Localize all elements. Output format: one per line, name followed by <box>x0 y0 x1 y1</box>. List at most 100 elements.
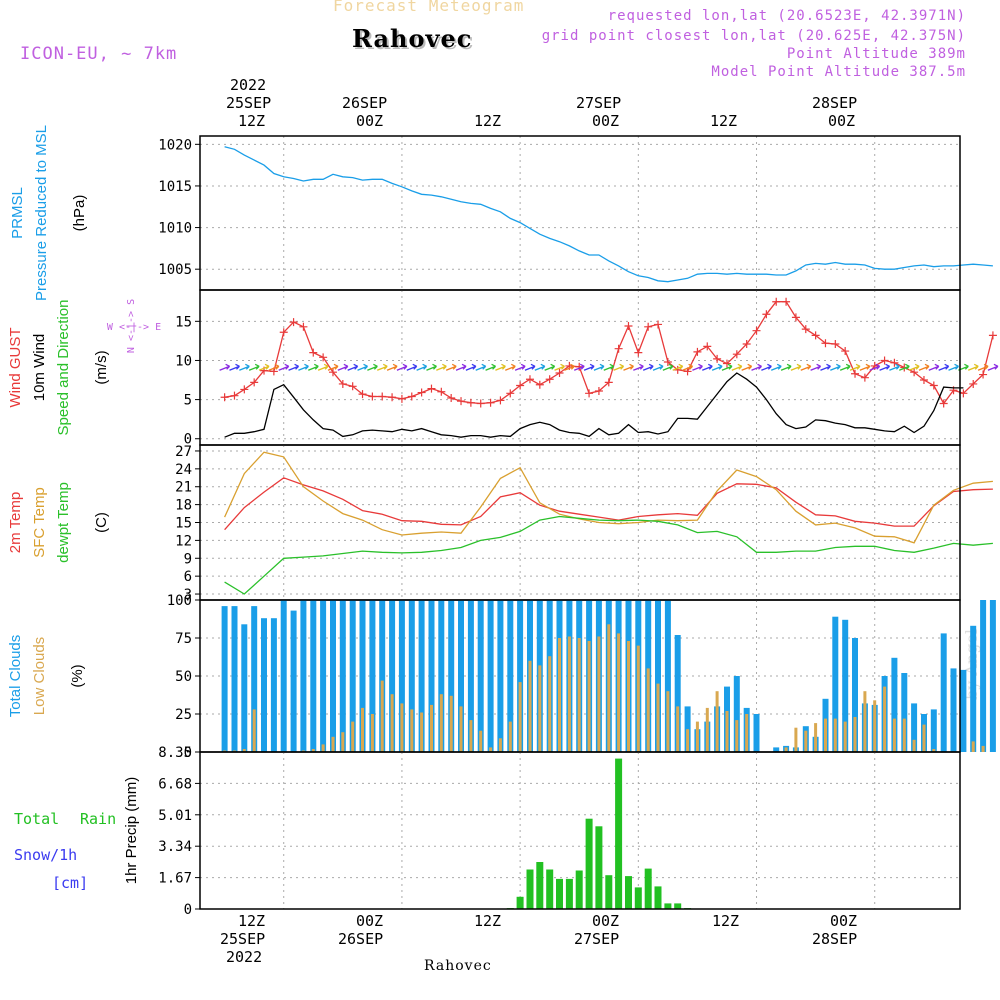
data-bar <box>389 600 396 752</box>
top-label-hour: 00Z <box>356 112 384 130</box>
data-bar <box>489 747 493 752</box>
wind-arrow <box>219 363 231 371</box>
gust-marker <box>516 381 525 390</box>
wind-arrow <box>761 363 772 371</box>
axis-label: (hPa) <box>71 195 88 232</box>
data-bar <box>883 686 887 752</box>
gust-marker <box>654 320 663 329</box>
wind-arrow <box>879 363 891 371</box>
series-line <box>224 451 993 544</box>
data-bar <box>852 638 858 752</box>
wind-arrow <box>633 363 644 371</box>
wind-arrow <box>495 363 506 371</box>
wind-arrow <box>376 363 388 371</box>
data-bar <box>607 624 611 752</box>
axis-label: [cm] <box>52 874 88 892</box>
gust-marker <box>634 348 643 357</box>
y-tick-label: 21 <box>175 480 192 496</box>
data-bar <box>575 870 583 909</box>
wind-arrow <box>258 363 270 371</box>
gust-marker <box>782 297 791 306</box>
data-bar <box>507 600 514 752</box>
bottom-label-hour: 12Z <box>238 912 266 930</box>
series-line <box>224 372 964 438</box>
bottom-label-hour: 12Z <box>474 912 502 930</box>
wind-arrow <box>682 363 694 371</box>
data-bar <box>912 739 916 752</box>
data-bar <box>439 694 443 752</box>
wind-arrow <box>899 363 910 371</box>
y-tick-label: 10 <box>175 353 192 369</box>
data-bar <box>666 691 670 752</box>
axis-label: Low Clouds <box>31 637 48 715</box>
gust-marker <box>358 390 367 399</box>
gust-marker <box>663 358 672 367</box>
wind-arrow <box>406 363 418 371</box>
data-bar <box>686 729 690 752</box>
wind-arrow <box>554 363 565 371</box>
bottom-label-year: 2022 <box>226 948 263 966</box>
wind-arrow <box>751 363 762 371</box>
data-bar <box>370 714 374 752</box>
data-bar <box>497 600 504 752</box>
wind-arrow <box>967 363 979 371</box>
gust-marker <box>437 387 446 396</box>
axis-label: Total Clouds <box>7 635 24 718</box>
wind-arrow <box>741 363 753 371</box>
y-tick-label: 5.01 <box>158 808 192 824</box>
wind-arrow <box>859 363 871 371</box>
gust-marker <box>279 328 288 337</box>
data-bar <box>901 673 908 752</box>
data-bar <box>359 600 366 752</box>
data-bar <box>242 749 246 752</box>
wind-arrow <box>820 363 831 371</box>
data-bar <box>625 876 632 909</box>
data-bar <box>548 656 552 752</box>
data-bar <box>784 747 788 752</box>
wind-arrow <box>268 363 280 371</box>
y-tick-label: 15 <box>175 516 192 532</box>
bottom-label-hour: 00Z <box>356 912 384 930</box>
data-bar <box>664 903 672 909</box>
gust-marker <box>378 392 387 401</box>
wind-arrow <box>918 363 930 371</box>
requested-coords: requested lon,lat (20.6523E, 42.3971N) <box>607 8 966 24</box>
wind-arrow <box>702 363 713 371</box>
gust-marker <box>772 297 781 306</box>
data-bar <box>833 718 837 752</box>
data-bar <box>516 896 524 909</box>
data-bar <box>674 903 682 909</box>
gust-marker <box>693 347 702 356</box>
gust-marker <box>841 347 850 356</box>
data-bar <box>902 718 906 752</box>
wind-arrow <box>889 363 900 371</box>
gust-marker <box>545 375 554 384</box>
gust-marker <box>309 348 318 357</box>
gust-marker <box>417 388 426 397</box>
wind-arrow <box>780 363 792 371</box>
bottom-label-date: 25SEP <box>220 930 266 948</box>
data-bar <box>320 600 327 752</box>
gust-marker <box>338 379 347 388</box>
data-bar <box>853 717 857 752</box>
top-label-hour: 12Z <box>238 112 266 130</box>
gust-marker <box>594 386 603 395</box>
data-bar <box>695 721 699 752</box>
wind-arrow <box>357 363 368 371</box>
data-bar <box>636 645 640 752</box>
y-tick-label: 0 <box>184 902 192 918</box>
data-bar <box>241 624 248 752</box>
y-tick-label: 50 <box>175 669 192 685</box>
data-bar <box>843 721 847 752</box>
top-label-date: 28SEP <box>812 94 858 112</box>
data-bar <box>538 665 542 752</box>
series-line <box>224 301 994 405</box>
data-bar <box>615 758 623 909</box>
data-bar <box>349 600 356 752</box>
gust-marker <box>969 379 978 388</box>
data-bar <box>448 600 455 752</box>
bottom-label-hour: 00Z <box>592 912 620 930</box>
wind-arrow <box>987 363 999 371</box>
axis-label: (%) <box>69 664 86 687</box>
data-bar <box>280 600 287 752</box>
